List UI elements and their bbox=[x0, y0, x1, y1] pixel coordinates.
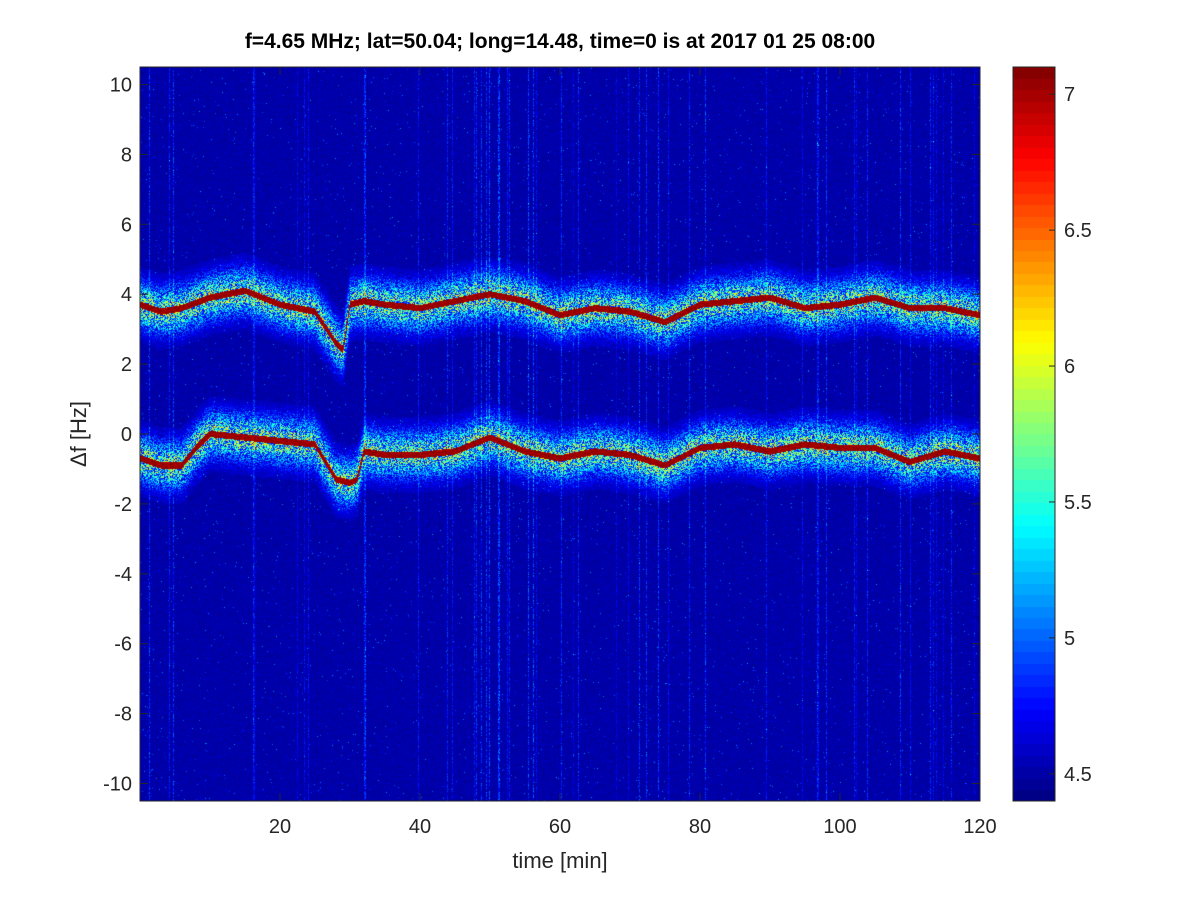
colorbar-tick-label: 7 bbox=[1064, 84, 1075, 106]
x-axis: 20 40 60 80 100 120 bbox=[269, 67, 997, 838]
y-tick-label: -6 bbox=[114, 634, 132, 656]
y-tick-label: 8 bbox=[121, 144, 132, 166]
colorbar-tick-label: 5.5 bbox=[1064, 492, 1092, 514]
y-axis: 10 8 6 4 2 0 -2 -4 -6 -8 -10 bbox=[103, 74, 980, 796]
colorbar bbox=[1013, 67, 1055, 801]
chart-title: f=4.65 MHz; lat=50.04; long=14.48, time=… bbox=[244, 30, 876, 53]
y-tick-label: 10 bbox=[110, 74, 132, 96]
colorbar-tick-label: 6 bbox=[1064, 356, 1075, 378]
colorbar-frame bbox=[1012, 66, 1056, 802]
y-tick-label: -2 bbox=[114, 494, 132, 516]
y-tick-label: 4 bbox=[121, 284, 132, 306]
y-tick-label: 6 bbox=[121, 214, 132, 236]
colorbar-axis: 7 6.5 6 5.5 5 4.5 bbox=[1049, 84, 1092, 786]
spectrogram-heatmap bbox=[140, 67, 980, 801]
x-tick-label: 100 bbox=[823, 816, 856, 838]
x-tick-label: 80 bbox=[689, 816, 711, 838]
y-tick-label: -10 bbox=[103, 774, 132, 796]
y-tick-label: 2 bbox=[121, 354, 132, 376]
x-axis-label: time [min] bbox=[512, 848, 607, 873]
plot-frame bbox=[139, 66, 981, 802]
colorbar-tick-label: 5 bbox=[1064, 628, 1075, 650]
y-tick-label: 0 bbox=[121, 424, 132, 446]
colorbar-tick-label: 4.5 bbox=[1064, 764, 1092, 786]
x-tick-label: 60 bbox=[549, 816, 571, 838]
y-tick-label: -8 bbox=[114, 704, 132, 726]
x-tick-label: 40 bbox=[409, 816, 431, 838]
y-axis-label: Δf [Hz] bbox=[66, 401, 91, 467]
x-tick-label: 20 bbox=[269, 816, 291, 838]
y-tick-label: -4 bbox=[114, 564, 132, 586]
colorbar-tick-label: 6.5 bbox=[1064, 220, 1092, 242]
x-tick-label: 120 bbox=[963, 816, 996, 838]
